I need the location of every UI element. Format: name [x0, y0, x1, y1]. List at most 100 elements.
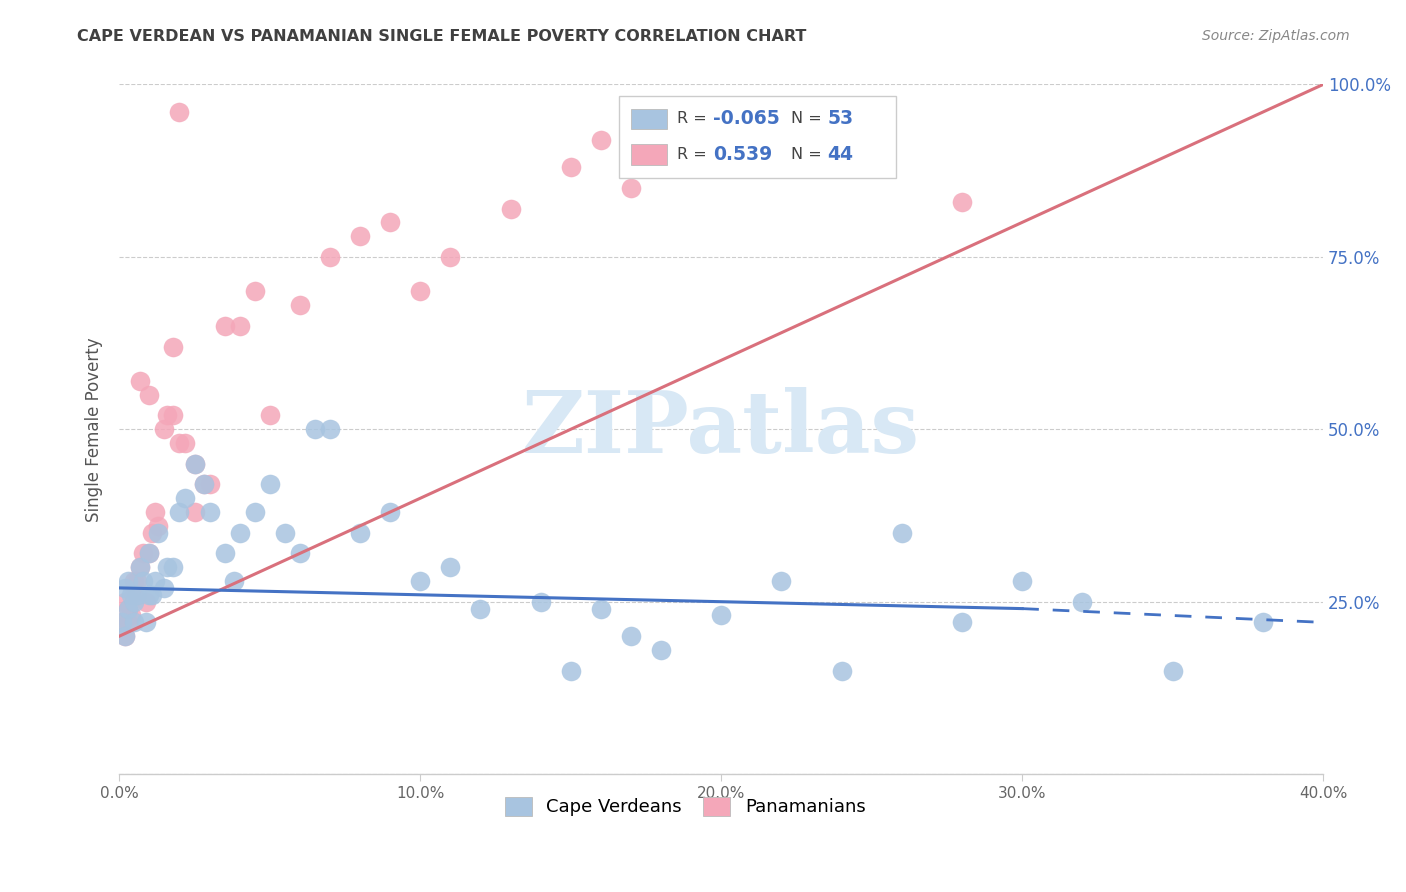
Point — [117, 615, 139, 630]
Text: R =: R = — [676, 112, 711, 127]
Point — [193, 477, 215, 491]
Point — [120, 588, 142, 602]
Point — [228, 525, 250, 540]
Point — [114, 629, 136, 643]
Point — [950, 615, 973, 630]
Text: ZIPatlas: ZIPatlas — [522, 387, 920, 471]
Point — [141, 588, 163, 602]
Point — [174, 491, 197, 506]
Point — [620, 181, 643, 195]
Point — [409, 574, 432, 588]
Point — [153, 422, 176, 436]
Point — [129, 560, 152, 574]
Point — [499, 202, 522, 216]
Point — [145, 505, 167, 519]
Text: -0.065: -0.065 — [713, 110, 779, 128]
Text: N =: N = — [792, 147, 827, 162]
Point — [1071, 595, 1094, 609]
Point — [228, 318, 250, 333]
Point — [124, 588, 146, 602]
Point — [129, 560, 152, 574]
Point — [589, 133, 612, 147]
Point — [120, 608, 142, 623]
Point — [589, 601, 612, 615]
Point — [274, 525, 297, 540]
Point — [1251, 615, 1274, 630]
Point — [132, 574, 155, 588]
Point — [214, 318, 236, 333]
Point — [148, 519, 170, 533]
Point — [127, 574, 149, 588]
Text: 44: 44 — [827, 145, 853, 164]
Point — [770, 574, 793, 588]
Point — [304, 422, 326, 436]
Point — [156, 409, 179, 423]
Legend: Cape Verdeans, Panamanians: Cape Verdeans, Panamanians — [498, 789, 873, 823]
Point — [111, 615, 134, 630]
Point — [169, 436, 191, 450]
Text: 0.539: 0.539 — [713, 145, 772, 164]
Text: R =: R = — [676, 147, 711, 162]
FancyBboxPatch shape — [631, 109, 666, 129]
Point — [183, 457, 205, 471]
Point — [214, 546, 236, 560]
Point — [117, 601, 139, 615]
Point — [470, 601, 492, 615]
Point — [193, 477, 215, 491]
Point — [135, 595, 157, 609]
Point — [259, 477, 281, 491]
Point — [114, 581, 136, 595]
Point — [169, 105, 191, 120]
Text: CAPE VERDEAN VS PANAMANIAN SINGLE FEMALE POVERTY CORRELATION CHART: CAPE VERDEAN VS PANAMANIAN SINGLE FEMALE… — [77, 29, 807, 44]
Point — [156, 560, 179, 574]
Point — [138, 546, 160, 560]
Point — [124, 615, 146, 630]
Point — [162, 339, 184, 353]
Point — [169, 505, 191, 519]
Text: 53: 53 — [827, 110, 853, 128]
Text: N =: N = — [792, 112, 827, 127]
Point — [132, 546, 155, 560]
Point — [162, 409, 184, 423]
Point — [148, 525, 170, 540]
Point — [222, 574, 245, 588]
Point — [710, 608, 733, 623]
Point — [114, 595, 136, 609]
Point — [145, 574, 167, 588]
Point — [114, 629, 136, 643]
Point — [117, 574, 139, 588]
Point — [319, 422, 342, 436]
Point — [138, 388, 160, 402]
Point — [950, 194, 973, 209]
Point — [831, 664, 853, 678]
Point — [319, 250, 342, 264]
Text: Source: ZipAtlas.com: Source: ZipAtlas.com — [1202, 29, 1350, 43]
Point — [127, 588, 149, 602]
Point — [439, 250, 461, 264]
Point — [117, 601, 139, 615]
Point — [378, 505, 401, 519]
Point — [124, 574, 146, 588]
Point — [1161, 664, 1184, 678]
Point — [138, 588, 160, 602]
Point — [111, 615, 134, 630]
Point — [198, 477, 221, 491]
Point — [1011, 574, 1033, 588]
Point — [138, 546, 160, 560]
Point — [530, 595, 553, 609]
Y-axis label: Single Female Poverty: Single Female Poverty — [86, 337, 103, 522]
Point — [243, 285, 266, 299]
Point — [153, 581, 176, 595]
FancyBboxPatch shape — [619, 96, 896, 178]
Point — [890, 525, 912, 540]
Point — [243, 505, 266, 519]
Point — [378, 215, 401, 229]
Point — [183, 457, 205, 471]
Point — [174, 436, 197, 450]
FancyBboxPatch shape — [631, 145, 666, 165]
Point — [620, 629, 643, 643]
Point — [162, 560, 184, 574]
Point — [135, 615, 157, 630]
Point — [288, 546, 311, 560]
Point — [560, 664, 582, 678]
